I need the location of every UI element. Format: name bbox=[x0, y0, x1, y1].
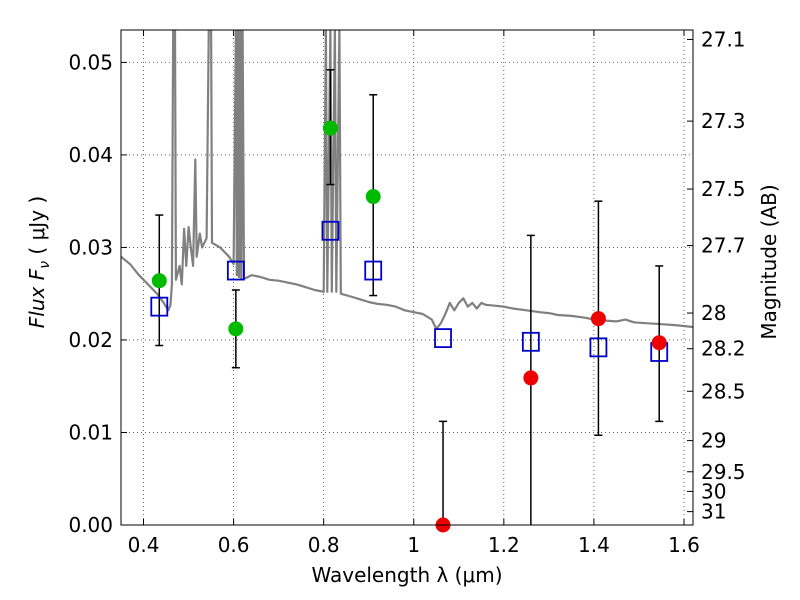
x-tick-label: 1.2 bbox=[488, 533, 520, 557]
y-axis-label-unit: ( μJy ) bbox=[25, 196, 49, 261]
x-tick-label: 0.6 bbox=[218, 533, 250, 557]
plot-area bbox=[121, 30, 693, 525]
model-square-point bbox=[364, 260, 383, 281]
y-axis-label: Flux Fν ( μJy ) bbox=[25, 196, 53, 328]
y2-tick-label: 29.5 bbox=[701, 460, 746, 484]
model-square-point bbox=[226, 260, 245, 281]
y2-tick-label: 27.3 bbox=[701, 109, 746, 133]
y-axis-label-subscript: ν bbox=[37, 261, 53, 269]
y-axis-label-main: Flux F bbox=[25, 268, 49, 328]
y2-tick-label: 28 bbox=[701, 301, 726, 325]
y2-tick-label: 31 bbox=[701, 500, 726, 524]
model-square-point bbox=[434, 328, 452, 349]
y2-tick-label: 27.5 bbox=[701, 177, 746, 201]
observed-circle-point bbox=[523, 370, 539, 386]
y-tick-label: 0.02 bbox=[68, 328, 113, 352]
model-square-point bbox=[521, 331, 540, 352]
x-axis-label: Wavelength λ (μm) bbox=[311, 563, 502, 587]
observed-circle-point bbox=[151, 273, 167, 289]
series-layer bbox=[121, 30, 693, 330]
x-tick-label: 0.4 bbox=[128, 533, 160, 557]
x-tick-label: 1 bbox=[407, 533, 420, 557]
observed-circle-point bbox=[365, 189, 381, 205]
model-square-point bbox=[321, 220, 340, 241]
plot-frame bbox=[120, 29, 694, 526]
y-tick-label: 0.05 bbox=[68, 50, 113, 74]
y2-axis-label: Magnitude (AB) bbox=[757, 184, 781, 339]
x-tick-label: 0.8 bbox=[308, 533, 340, 557]
y2-tick-label: 27.1 bbox=[701, 27, 746, 51]
x-tick-label: 1.6 bbox=[668, 533, 700, 557]
y2-tick-label: 27.7 bbox=[701, 234, 746, 258]
observed-circle-point bbox=[651, 335, 667, 351]
y-tick-label: 0.04 bbox=[68, 143, 113, 167]
model-square-point bbox=[589, 337, 608, 358]
y-tick-label: 0.00 bbox=[68, 513, 113, 537]
y2-tick-label: 29 bbox=[701, 429, 726, 453]
x-axis: 0.4 0.6 0.8 1 1.2 1.4 1.6 bbox=[128, 30, 700, 557]
y2-tick-label: 28.5 bbox=[701, 379, 746, 403]
y-tick-label: 0.01 bbox=[68, 420, 113, 444]
y2-tick-label: 28.2 bbox=[701, 337, 746, 361]
y-axis: 0.00 0.01 0.02 0.03 0.04 0.05 bbox=[68, 50, 127, 537]
y2-tick-label: 30 bbox=[701, 479, 726, 503]
x-tick-label: 1.4 bbox=[578, 533, 610, 557]
model-square-point bbox=[150, 296, 169, 317]
y-tick-label: 0.03 bbox=[68, 235, 113, 259]
model-spectrum-line bbox=[121, 30, 693, 330]
observed-circle-point bbox=[228, 321, 244, 337]
observed-circle-point bbox=[590, 311, 606, 327]
observed-circle-point bbox=[322, 120, 338, 136]
